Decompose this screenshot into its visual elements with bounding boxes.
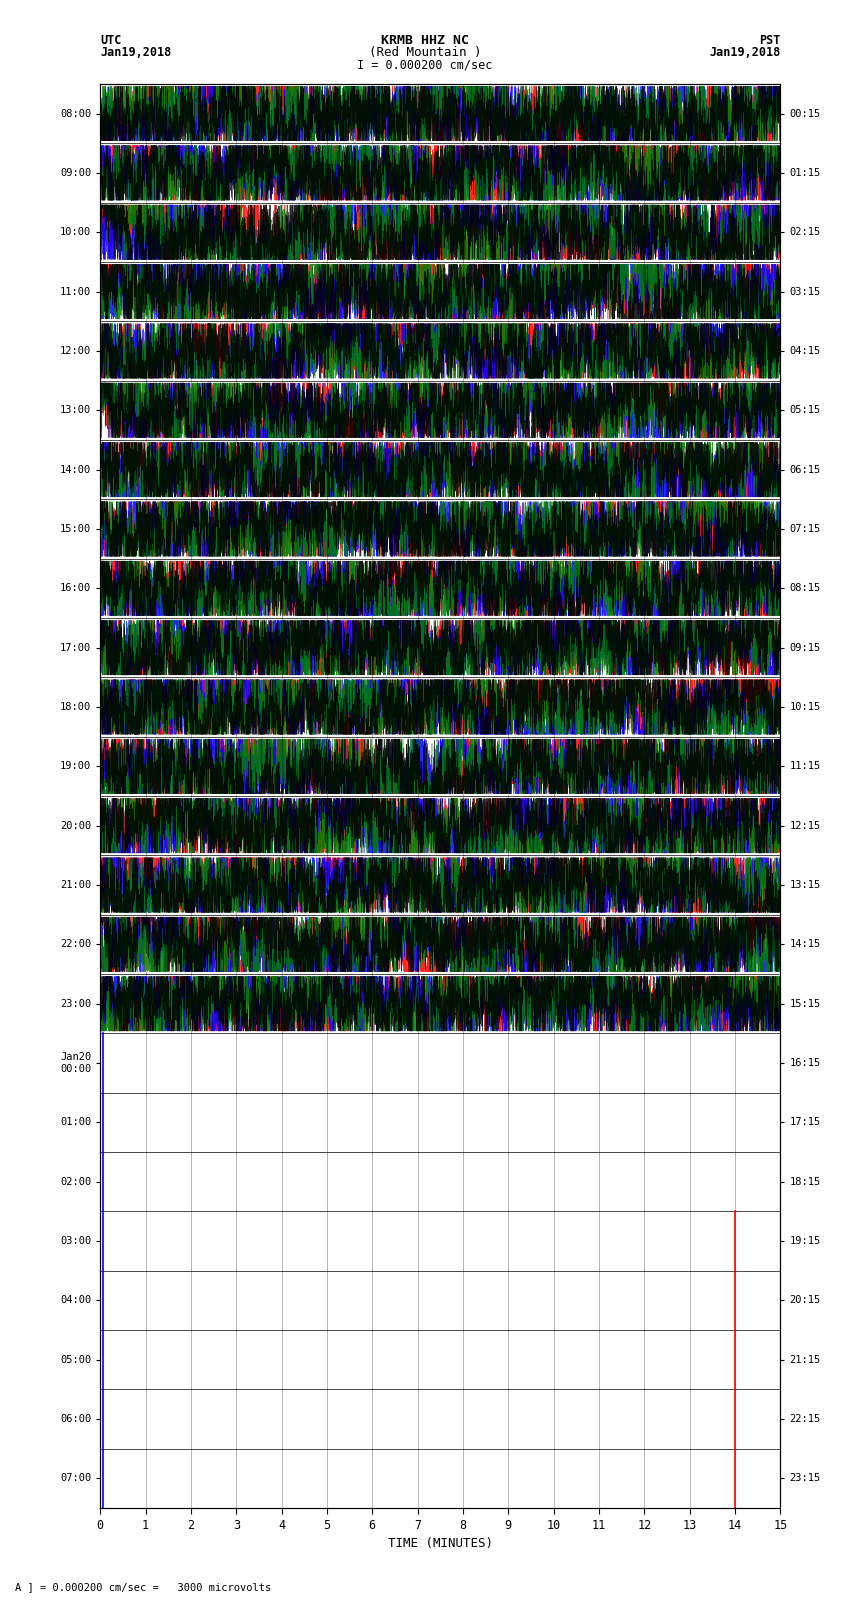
- X-axis label: TIME (MINUTES): TIME (MINUTES): [388, 1537, 493, 1550]
- Text: (Red Mountain ): (Red Mountain ): [369, 45, 481, 60]
- Text: Jan19,2018: Jan19,2018: [100, 45, 172, 60]
- Text: PST: PST: [759, 34, 780, 47]
- Text: I = 0.000200 cm/sec: I = 0.000200 cm/sec: [357, 58, 493, 71]
- Text: A ] = 0.000200 cm/sec =   3000 microvolts: A ] = 0.000200 cm/sec = 3000 microvolts: [15, 1582, 271, 1592]
- Text: UTC: UTC: [100, 34, 122, 47]
- Text: KRMB HHZ NC: KRMB HHZ NC: [381, 34, 469, 47]
- Text: Jan19,2018: Jan19,2018: [709, 45, 780, 60]
